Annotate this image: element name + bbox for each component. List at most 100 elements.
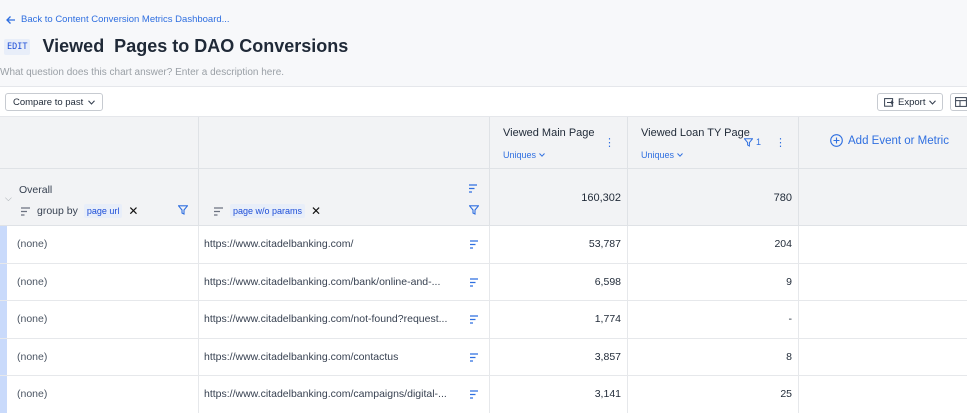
arrow-left-icon [6, 15, 15, 24]
more-options-icon[interactable]: ⋮ [775, 137, 786, 149]
metric-name[interactable]: Viewed Main Page [503, 127, 595, 139]
edit-button[interactable]: EDIT [4, 38, 31, 55]
table-icon [955, 97, 967, 107]
segment-cell: (none) [17, 388, 48, 401]
overall-value-cell: 780 [627, 169, 798, 226]
value-cell: 3,857 [489, 338, 627, 375]
add-event-or-metric-button[interactable]: Add Event or Metric [830, 134, 949, 147]
empty-cell [798, 376, 967, 413]
group-by-chip[interactable]: page w/o params [230, 204, 306, 218]
back-to-dashboard-link[interactable]: Back to Content Conversion Metrics Dashb… [6, 14, 230, 25]
sort-lines-icon[interactable] [470, 277, 479, 287]
sort-lines-icon[interactable] [470, 390, 479, 399]
empty-cell [798, 263, 967, 300]
value-cell: - [627, 301, 798, 338]
aggregation-label: Uniques [503, 150, 537, 160]
url-cell: https://www.citadelbanking.com/not-found… [198, 301, 489, 338]
overall-value: 160,302 [581, 192, 621, 204]
value-cell: 53,787 [489, 226, 627, 263]
funnel-icon [744, 137, 753, 147]
segment-cell: (none) [17, 238, 48, 251]
funnel-icon[interactable] [178, 205, 188, 215]
segment-color-bar [0, 338, 7, 375]
chevron-down-icon [88, 99, 96, 105]
segment-color-bar [0, 376, 7, 413]
value-cell: 204 [627, 226, 798, 263]
compare-to-past-dropdown[interactable]: Compare to past [5, 93, 104, 111]
data-table: Viewed Main Page Uniques ⋮ Viewed Loan T… [0, 117, 967, 413]
empty-cell [798, 226, 967, 263]
chevron-down-icon [539, 153, 545, 157]
value-cell: 6,598 [489, 263, 627, 300]
overall-empty-cell [798, 169, 967, 226]
value-cell: 9 [627, 263, 798, 300]
overall-segment-cell: ⌵ Overall group by page url ✕ [0, 169, 198, 226]
overall-group-cell: page w/o params ✕ [198, 169, 489, 226]
url-cell: https://www.citadelbanking.com/contactus [198, 338, 489, 375]
funnel-icon[interactable] [469, 205, 479, 215]
segment-cell: (none) [17, 313, 48, 326]
table-row[interactable]: (none) https://www.citadelbanking.com/ 5… [0, 226, 967, 264]
sort-lines-icon[interactable] [470, 352, 479, 362]
url-text: https://www.citadelbanking.com/campaigns… [204, 388, 447, 401]
sort-lines-icon[interactable] [470, 315, 479, 324]
empty-cell [798, 338, 967, 375]
segment-color-bar [0, 301, 7, 338]
sort-lines-icon[interactable] [21, 206, 31, 216]
header-cell-segment [0, 117, 198, 169]
chevron-down-icon [929, 99, 937, 105]
sort-lines-icon[interactable] [469, 184, 478, 193]
aggregation-label: Uniques [641, 150, 675, 160]
url-text: https://www.citadelbanking.com/contactus [204, 350, 399, 363]
more-options-icon[interactable]: ⋮ [604, 137, 615, 149]
title-row: EDIT Viewed Pages to DAO Conversions [4, 36, 348, 57]
add-metric-header: Add Event or Metric [798, 117, 967, 169]
url-text: https://www.citadelbanking.com/ [204, 238, 354, 251]
remove-group-icon[interactable]: ✕ [128, 204, 139, 218]
overall-value: 780 [773, 192, 792, 204]
overall-label: Overall [19, 184, 53, 196]
group-by-control: group by page url ✕ [21, 204, 138, 218]
remove-group-icon[interactable]: ✕ [311, 204, 322, 218]
segment-cell: (none) [17, 275, 48, 288]
sort-lines-icon[interactable] [214, 206, 224, 216]
aggregation-dropdown[interactable]: Uniques [641, 150, 683, 160]
page-title[interactable]: Viewed Pages to DAO Conversions [42, 36, 349, 56]
aggregation-dropdown[interactable]: Uniques [503, 150, 545, 160]
add-metric-label: Add Event or Metric [848, 134, 949, 147]
segment-color-bar [0, 263, 7, 300]
header-cell-group [198, 117, 489, 169]
overall-value-cell: 160,302 [489, 169, 627, 226]
metric-filter-button[interactable]: 1 [744, 137, 761, 147]
table-row[interactable]: (none) https://www.citadelbanking.com/ba… [0, 263, 967, 301]
value-cell: 1,774 [489, 301, 627, 338]
url-cell: https://www.citadelbanking.com/campaigns… [198, 376, 489, 413]
metric-header-viewed-main-page: Viewed Main Page Uniques ⋮ [489, 117, 627, 169]
export-label: Export [898, 96, 926, 108]
compare-label: Compare to past [13, 96, 84, 108]
sort-lines-icon[interactable] [470, 240, 479, 249]
group-by-chip[interactable]: page url [83, 204, 123, 218]
table-row[interactable]: (none) https://www.citadelbanking.com/co… [0, 338, 967, 376]
url-cell: https://www.citadelbanking.com/bank/onli… [198, 263, 489, 300]
description-field[interactable]: What question does this chart answer? En… [0, 67, 285, 78]
value-cell: 3,141 [489, 376, 627, 413]
back-link-label: Back to Content Conversion Metrics Dashb… [21, 14, 230, 25]
url-text: https://www.citadelbanking.com/bank/onli… [204, 275, 441, 288]
metric-name[interactable]: Viewed Loan TY Page [641, 127, 750, 139]
segment-cell: (none) [17, 350, 48, 363]
value-cell: 8 [627, 338, 798, 375]
collapse-chevron-icon[interactable]: ⌵ [5, 193, 12, 203]
group-by-control: page w/o params ✕ [214, 204, 321, 218]
export-dropdown[interactable]: Export [877, 93, 944, 111]
table-row[interactable]: (none) https://www.citadelbanking.com/no… [0, 301, 967, 339]
segment-color-bar [0, 226, 7, 263]
table-row[interactable]: (none) https://www.citadelbanking.com/ca… [0, 376, 967, 413]
chevron-down-icon [677, 153, 683, 157]
value-cell: 25 [627, 376, 798, 413]
chart-toolbar: Compare to past Export [0, 86, 967, 117]
filter-count: 1 [756, 137, 762, 147]
table-layout-button[interactable] [950, 93, 967, 111]
metric-header-viewed-loan-ty-page: Viewed Loan TY Page Uniques 1 ⋮ [627, 117, 798, 169]
export-icon [884, 97, 894, 107]
